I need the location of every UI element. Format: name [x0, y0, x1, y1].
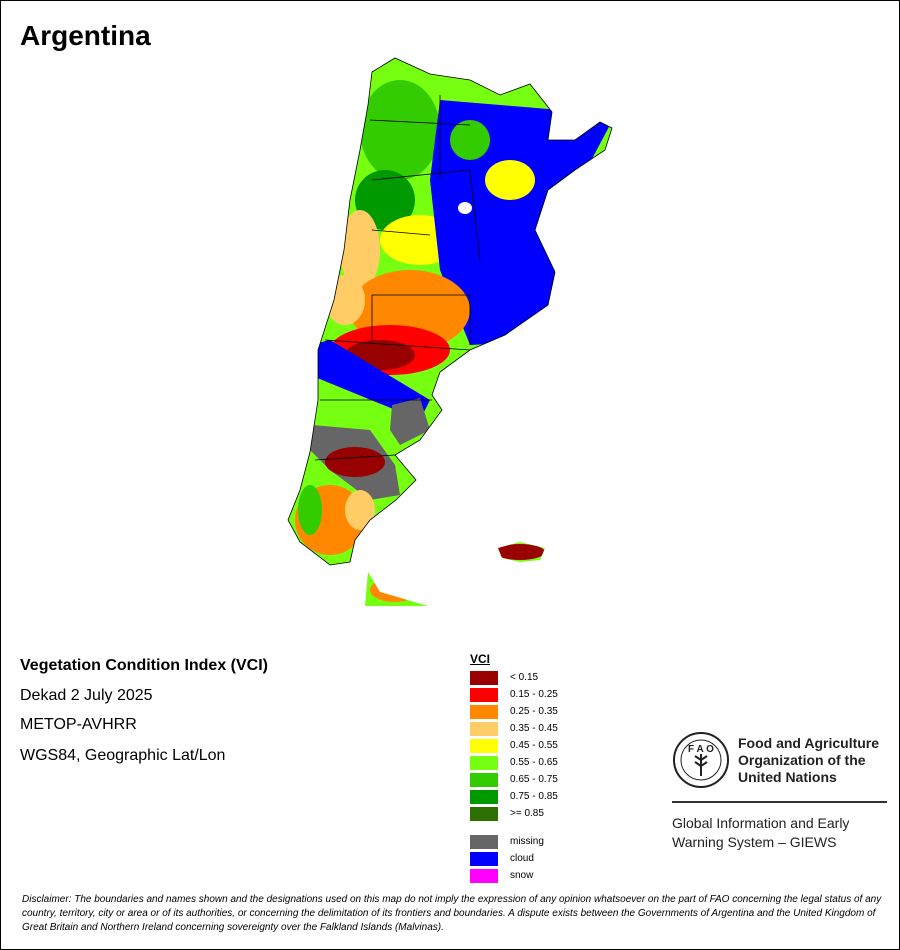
legend-label: cloud	[510, 853, 534, 864]
legend-swatch	[470, 790, 498, 804]
fao-emblem-icon: F A O	[673, 732, 729, 788]
legend-swatch	[470, 688, 498, 702]
legend-swatch	[470, 869, 498, 883]
legend-label: 0.15 - 0.25	[510, 689, 558, 700]
legend-label: missing	[510, 836, 544, 847]
legend-swatch	[470, 756, 498, 770]
fao-name: Food and Agriculture Organization of the…	[738, 735, 879, 786]
period-label: Dekad 2 July 2025	[20, 687, 153, 704]
legend-swatch	[470, 852, 498, 866]
legend-label: 0.25 - 0.35	[510, 706, 558, 717]
fao-name-line2: Organization of the	[738, 752, 866, 768]
legend-swatch	[470, 835, 498, 849]
svg-text:F A O: F A O	[688, 744, 714, 755]
legend-label: 0.55 - 0.65	[510, 757, 558, 768]
legend-label: >= 0.85	[510, 808, 544, 819]
legend-swatch	[470, 807, 498, 821]
legend-label: 0.35 - 0.45	[510, 723, 558, 734]
sensor-label: METOP-AVHRR	[20, 716, 137, 733]
legend-swatch	[470, 722, 498, 736]
vci-map	[287, 57, 613, 606]
legend-swatch	[470, 739, 498, 753]
map-title: Argentina	[20, 20, 151, 51]
legend-swatch	[470, 705, 498, 719]
fao-name-line1: Food and Agriculture	[738, 735, 880, 751]
legend-label: 0.65 - 0.75	[510, 774, 558, 785]
legend-label: snow	[510, 870, 534, 881]
vci-raster	[288, 58, 612, 606]
legend-label: 0.75 - 0.85	[510, 791, 558, 802]
disclaimer: Disclaimer: The boundaries and names sho…	[22, 894, 882, 933]
legend-swatch	[470, 671, 498, 685]
giews-line1: Global Information and Early	[672, 815, 850, 831]
province-boundaries	[287, 57, 613, 566]
legend-swatch	[470, 773, 498, 787]
divider	[672, 801, 887, 803]
projection-label: WGS84, Geographic Lat/Lon	[20, 747, 226, 764]
legend-label: < 0.15	[510, 672, 539, 683]
giews-name: Global Information and Early Warning Sys…	[672, 814, 849, 852]
legend-title: VCI	[470, 652, 491, 666]
index-name: Vegetation Condition Index (VCI)	[20, 657, 268, 674]
fao-name-line3: United Nations	[738, 769, 837, 785]
giews-line2: Warning System – GIEWS	[672, 834, 837, 850]
legend-label: 0.45 - 0.55	[510, 740, 558, 751]
